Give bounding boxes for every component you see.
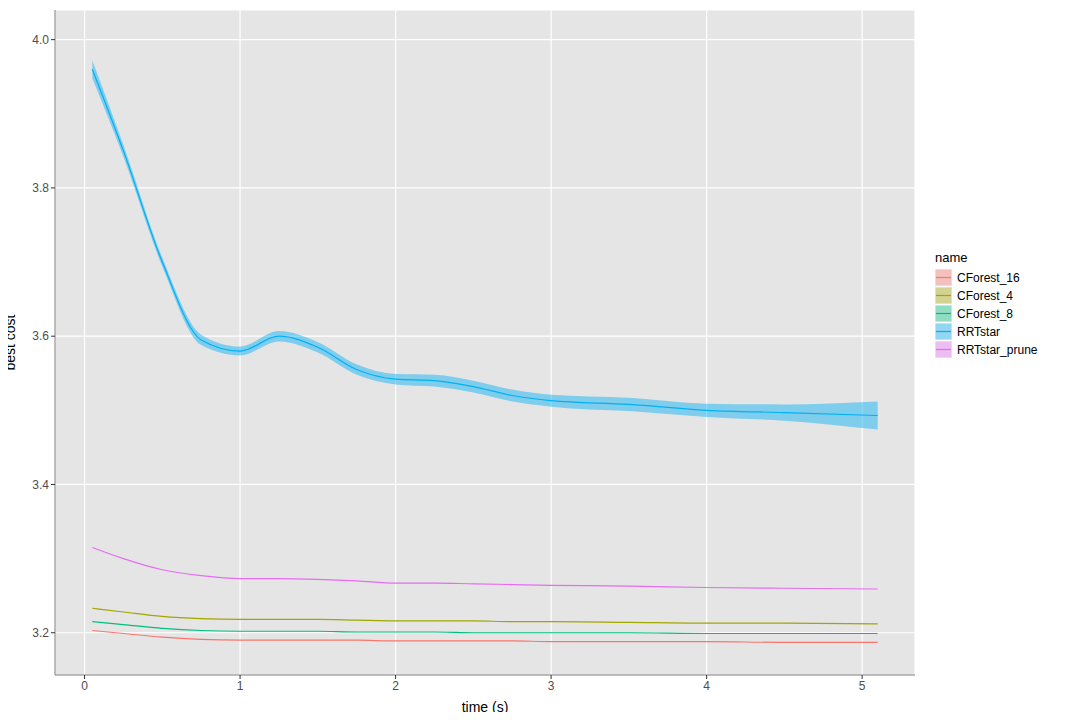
svg-text:3.2: 3.2 bbox=[32, 626, 49, 640]
svg-text:best cost: best cost bbox=[8, 314, 18, 370]
html-text:name: name bbox=[935, 250, 968, 265]
svg-text:5: 5 bbox=[859, 679, 866, 693]
svg-text:3.8: 3.8 bbox=[32, 181, 49, 195]
svg-text:3.4: 3.4 bbox=[32, 478, 49, 492]
svg-text:0: 0 bbox=[81, 679, 88, 693]
svg-text:3.6: 3.6 bbox=[32, 329, 49, 343]
svg-text:4.0: 4.0 bbox=[32, 33, 49, 47]
html-text:CForest_8: CForest_8 bbox=[957, 306, 1013, 321]
html-text:RRTstar: RRTstar bbox=[957, 324, 1001, 339]
html-text:CForest_4: CForest_4 bbox=[957, 288, 1013, 303]
html-text:CForest_16: CForest_16 bbox=[957, 270, 1020, 285]
svg-text:4: 4 bbox=[703, 679, 710, 693]
html-text:RRTstar_prune: RRTstar_prune bbox=[957, 342, 1038, 357]
svg-text:2: 2 bbox=[392, 679, 399, 693]
svg-text:time (s): time (s) bbox=[462, 699, 509, 712]
svg-text:1: 1 bbox=[237, 679, 244, 693]
svg-text:3: 3 bbox=[548, 679, 555, 693]
